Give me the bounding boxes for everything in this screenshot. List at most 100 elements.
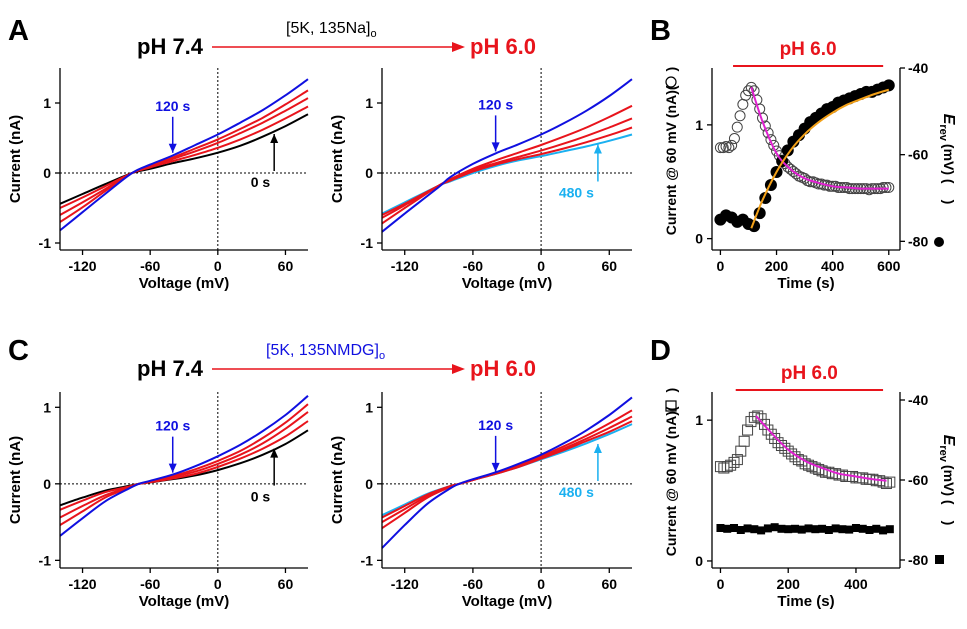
y-tick-label: 0 [43, 476, 51, 492]
annotation-120s-arrow-head [491, 462, 500, 472]
right-axis-label-tail: ) [941, 521, 957, 526]
x-tick-label: -60 [463, 258, 483, 274]
left-tick-label: 1 [695, 412, 703, 428]
current-point [769, 432, 781, 444]
panel-c-solution-main: [5K, 135NMDG] [266, 342, 379, 359]
right-axis-label-sub: rev [937, 124, 949, 141]
x-tick-label: -60 [140, 258, 160, 274]
y-axis-label: Current (nA) [7, 436, 24, 524]
erev-point [882, 79, 895, 92]
erev-point [811, 525, 820, 534]
erev-point [750, 525, 759, 534]
right-tick-label: -80 [908, 233, 928, 249]
erev-point [865, 526, 874, 534]
right-axis-label-e: E [940, 435, 957, 447]
panel-c-solution: [5K, 135NMDG]o [266, 342, 385, 362]
current-point [723, 142, 735, 154]
annotation-120s-arrow-head [491, 142, 500, 152]
x-tick-label: 0 [214, 576, 222, 592]
erev-point [763, 524, 772, 533]
panel-a-solution-sub: o [371, 28, 377, 40]
current-point [755, 413, 767, 425]
erev-point [743, 524, 752, 533]
erev-point [777, 524, 786, 533]
left-tick-label: 0 [695, 231, 703, 247]
current-point [883, 181, 895, 193]
right-tick-label: -60 [908, 147, 928, 163]
erev-point [885, 525, 894, 534]
right-tick-label: -40 [908, 392, 928, 408]
current-point [718, 462, 730, 474]
erev-point [838, 525, 847, 534]
y-tick-label: 1 [365, 399, 373, 415]
erev-point [784, 525, 793, 534]
erev-point [797, 525, 806, 534]
left-axis-label-end: ) [663, 388, 679, 393]
erev-point [879, 526, 888, 535]
right-axis-label-end: (mV) ( [941, 465, 957, 505]
y-tick-label: 0 [365, 476, 373, 492]
current-point [768, 139, 780, 151]
iv-trace-blue-4 [59, 78, 309, 232]
left-label-symbol [665, 76, 677, 88]
y-tick-label: 1 [365, 95, 373, 111]
left-label-symbol [665, 400, 677, 412]
chart-d: pH 6.0 0 1 -80 -60 -40 0 200 400 Time (s) Current … [663, 363, 957, 610]
annotation-0s-label: 0 s [251, 489, 271, 505]
current-point [790, 168, 802, 180]
y-axis-label: Current (nA) [7, 115, 24, 203]
annotation-120s-arrow-head [168, 463, 177, 473]
current-point [789, 451, 801, 463]
ph-bar-label: pH 6.0 [780, 39, 837, 60]
panel-c-end-ph: pH 6.0 [470, 356, 536, 381]
annotation-120s-label: 120 s [155, 98, 190, 114]
panel-letter-b: B [650, 15, 671, 47]
y-tick-label: -1 [39, 552, 52, 568]
current-point [748, 411, 760, 423]
current-point [721, 461, 733, 473]
right-tick-label: -60 [908, 472, 928, 488]
current-point [786, 448, 798, 460]
erev-point [757, 526, 766, 535]
panel-c-transition-arrowhead [452, 364, 465, 374]
x-tick-label: 60 [601, 576, 617, 592]
erev-point [716, 524, 725, 532]
panel-letter-a: A [8, 15, 29, 47]
x-axis-label: Voltage (mV) [462, 593, 553, 610]
chart-c-right: -1 0 1 -120 -60 0 60 Voltage (mV) Current (nA) 12… [329, 392, 633, 610]
x-axis-label: Voltage (mV) [139, 593, 230, 610]
left-tick-label: 0 [695, 553, 703, 569]
current-point [731, 121, 743, 133]
current-point [884, 476, 896, 488]
panel-a-start-ph: pH 7.4 [137, 34, 204, 59]
current-point [765, 134, 777, 146]
y-axis-label: Current (nA) [329, 115, 346, 203]
current-point [742, 424, 754, 436]
current-point [759, 418, 771, 430]
x-axis-label: Voltage (mV) [139, 275, 230, 292]
x-tick-label: 400 [821, 258, 845, 274]
x-axis-label: Voltage (mV) [462, 275, 553, 292]
x-tick-label: 0 [717, 258, 725, 274]
erev-point [845, 525, 854, 534]
right-tick-label: -80 [908, 552, 928, 568]
annotation-120s-label: 120 s [478, 417, 513, 433]
right-label-symbol [934, 237, 944, 247]
left-axis-label-end: ) [663, 67, 679, 72]
x-tick-label: 0 [214, 258, 222, 274]
current-point [745, 81, 757, 93]
erev-point [872, 524, 881, 533]
current-point [726, 139, 738, 151]
panel-letter-c: C [8, 335, 29, 367]
left-axis-label-main: Current @ 60 mV (nA)( [663, 406, 679, 556]
current-point [880, 478, 892, 490]
right-axis-label: Erev (mV) () [937, 435, 957, 526]
left-tick-label: 1 [695, 117, 703, 133]
erev-point [723, 524, 732, 533]
current-point [728, 456, 740, 468]
right-tick-label: -40 [908, 60, 928, 76]
iv-trace-blue-4 [381, 396, 633, 549]
current-point [714, 142, 726, 154]
right-axis-label-e: E [940, 114, 957, 126]
